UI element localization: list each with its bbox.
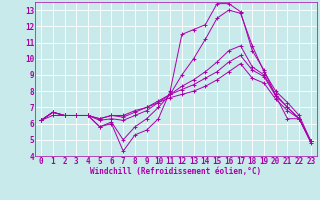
X-axis label: Windchill (Refroidissement éolien,°C): Windchill (Refroidissement éolien,°C) xyxy=(91,167,261,176)
